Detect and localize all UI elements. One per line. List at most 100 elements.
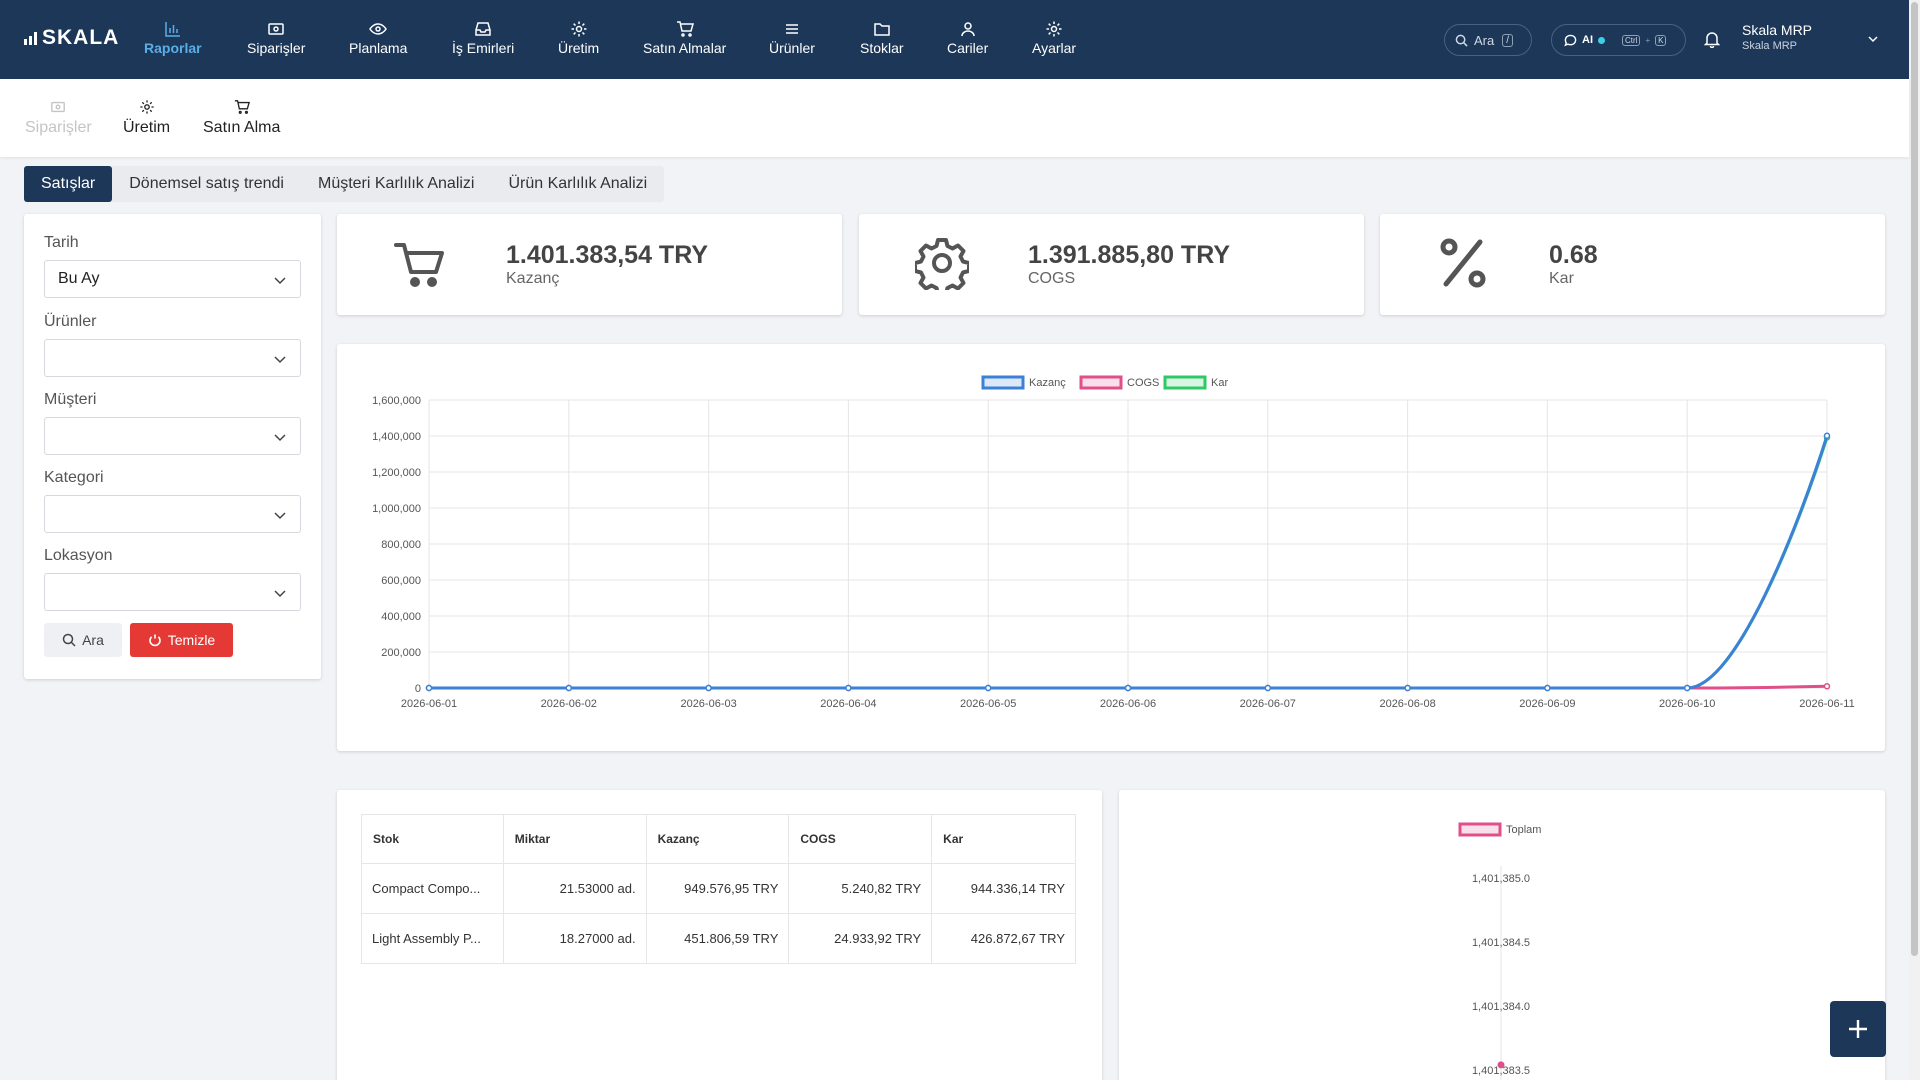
search-shortcut: / (1502, 33, 1514, 47)
nav-item-uretim[interactable]: Üretim (558, 20, 599, 56)
legend-swatch (1163, 375, 1207, 390)
data-point (1544, 684, 1551, 692)
add-button[interactable] (1830, 1001, 1886, 1057)
table-cell: Compact Compo... (361, 863, 504, 914)
x-tick-label: 2026-06-10 (1659, 698, 1715, 710)
nav-label: Stoklar (860, 40, 904, 56)
x-tick-label: 2026-06-03 (680, 698, 736, 710)
tarih-select-value: Bu Ay (58, 270, 100, 287)
subnav-label: Üretim (123, 119, 171, 136)
data-point (984, 684, 992, 692)
filter-label-kategori: Kategori (44, 469, 104, 486)
column-header[interactable]: Stok (361, 814, 504, 864)
tab-donemsel-satis-trendi[interactable]: Dönemsel satış trendi (129, 175, 284, 192)
stat-card-cogs: 1.391.885,80 TRY COGS (859, 214, 1364, 315)
report-tabs: Satışlar Dönemsel satış trendi Müşteri K… (24, 166, 665, 202)
cart-icon (394, 243, 444, 287)
x-tick-label: 2026-06-07 (1240, 698, 1296, 710)
table-row[interactable]: Light Assembly P... 18.27000 ad. 451.806… (361, 913, 1076, 964)
global-search-button[interactable]: Ara / (1444, 24, 1532, 56)
gear-icon (915, 238, 969, 290)
nav-item-satin-almalar[interactable]: Satın Almalar (643, 20, 726, 56)
table-cell: 944.336,14 TRY (931, 863, 1076, 914)
legend-swatch (1458, 822, 1502, 837)
subnav-item-satin-alma[interactable]: Satın Alma (203, 99, 280, 137)
search-icon (1455, 34, 1468, 47)
data-point (1404, 684, 1411, 692)
app-logo[interactable]: SKALA (24, 26, 119, 50)
nav-item-stoklar[interactable]: Stoklar (860, 20, 904, 56)
report-subnav: Siparişler Üretim Satın Alma (0, 79, 1909, 157)
menu-icon (785, 24, 798, 34)
chevron-down-icon[interactable] (1866, 32, 1880, 46)
ai-assistant-button[interactable]: AI Ctrl + K (1551, 24, 1686, 56)
tab-urun-karlilik-analizi[interactable]: Ürün Karlılık Analizi (508, 175, 648, 192)
data-point (1497, 1061, 1505, 1069)
legend-label: Toplam (1506, 824, 1541, 836)
subnav-item-uretim[interactable]: Üretim (123, 99, 170, 137)
y-tick-label: 1,401,385.0 (1472, 873, 1530, 885)
nav-item-ayarlar[interactable]: Ayarlar (1032, 20, 1076, 56)
filter-label-urunler: Ürünler (44, 313, 97, 330)
table-cell: 24.933,92 TRY (788, 913, 933, 964)
lokasyon-select[interactable] (44, 573, 301, 611)
nav-label: Raporlar (144, 40, 202, 56)
table-cell: 426.872,67 TRY (931, 913, 1076, 964)
musteri-select[interactable] (44, 417, 301, 455)
subnav-label: Satın Alma (203, 119, 281, 136)
urunler-select[interactable] (44, 339, 301, 377)
x-tick-label: 2026-06-08 (1379, 698, 1435, 710)
nav-item-cariler[interactable]: Cariler (947, 20, 988, 56)
column-header[interactable]: Miktar (502, 814, 647, 864)
sales-trend-chart-card: 0 200,000 400,000 600,000 800,000 1,000,000 1,… (337, 344, 1885, 751)
data-point (1823, 683, 1831, 690)
data-point (1124, 684, 1132, 692)
nav-item-is-emirleri[interactable]: İş Emirleri (452, 20, 514, 56)
table-cell: 18.27000 ad. (502, 913, 647, 964)
data-point (1683, 684, 1691, 692)
filter-label-tarih: Tarih (44, 234, 79, 251)
tab-musteri-karlilik-analizi[interactable]: Müşteri Karlılık Analizi (317, 175, 475, 192)
chevron-down-icon (274, 512, 286, 520)
subnav-item-siparisler[interactable]: Siparişler (25, 99, 92, 137)
column-header[interactable]: Kazanç (645, 814, 790, 864)
gear-icon (1046, 21, 1062, 37)
nav-item-raporlar[interactable]: Raporlar (144, 20, 202, 56)
nav-label: Satın Almalar (643, 40, 727, 56)
inbox-icon (475, 22, 491, 36)
y-tick-label: 400,000 (381, 611, 421, 623)
legend-swatch (981, 375, 1025, 390)
nav-label: Ürünler (769, 40, 815, 56)
clear-button[interactable]: Temizle (130, 623, 233, 657)
plus-icon (1849, 1020, 1867, 1038)
table-header-row: Stok Miktar Kazanç COGS Kar (361, 814, 1076, 864)
user-menu[interactable]: Skala MRP Skala MRP (1742, 22, 1812, 52)
stat-card-kar: 0.68 Kar (1380, 214, 1885, 315)
tarih-select[interactable]: Bu Ay (44, 260, 301, 298)
y-tick-label: 1,600,000 (372, 395, 421, 407)
table-row[interactable]: Compact Compo... 21.53000 ad. 949.576,95… (361, 863, 1076, 914)
column-header[interactable]: COGS (788, 814, 933, 864)
stat-label: Kazanç (506, 270, 560, 287)
logo-bars-icon (24, 31, 37, 45)
nav-item-urunler[interactable]: Ürünler (769, 20, 815, 56)
search-button[interactable]: Ara (44, 623, 122, 657)
x-tick-label: 2026-06-01 (401, 698, 457, 710)
nav-item-siparisler[interactable]: Siparişler (247, 20, 305, 56)
scrollbar-thumb[interactable] (1911, 2, 1918, 956)
filter-label-musteri: Müşteri (44, 391, 97, 408)
table-cell: 21.53000 ad. (502, 863, 647, 914)
data-point (1264, 684, 1272, 692)
bell-icon[interactable] (1703, 30, 1721, 48)
search-button-label: Ara (82, 632, 104, 648)
money-icon (268, 23, 284, 35)
tab-satislar[interactable]: Satışlar (24, 166, 113, 202)
kategori-select[interactable] (44, 495, 301, 533)
stat-card-kazanc: 1.401.383,54 TRY Kazanç (337, 214, 842, 315)
nav-item-planlama[interactable]: Planlama (349, 20, 407, 56)
column-header[interactable]: Kar (931, 814, 1076, 864)
nav-label: Siparişler (247, 40, 306, 56)
stat-value: 1.401.383,54 TRY (506, 241, 708, 269)
ai-kbd-k: K (1655, 34, 1667, 46)
search-icon (62, 633, 76, 647)
